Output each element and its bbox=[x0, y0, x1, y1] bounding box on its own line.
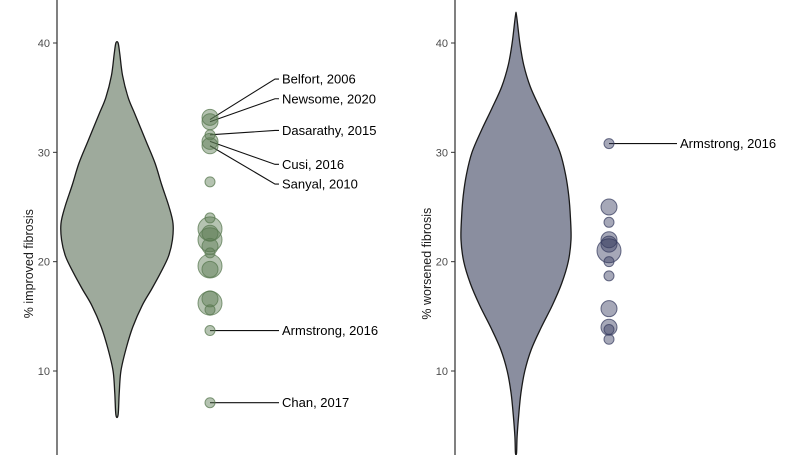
study-point bbox=[600, 231, 618, 249]
study-point bbox=[204, 397, 216, 409]
study-label: Newsome, 2020 bbox=[282, 91, 376, 106]
y-tick-label: 20 bbox=[436, 257, 448, 269]
study-point bbox=[201, 132, 219, 150]
study-point bbox=[204, 176, 216, 188]
y-tick-label: 30 bbox=[436, 147, 448, 159]
study-point bbox=[201, 137, 219, 155]
right-panel: 10 20 30 40 % worsened fibrosis Armstrong, 20… bbox=[420, 0, 776, 455]
study-point bbox=[603, 323, 615, 335]
study-point bbox=[603, 138, 615, 150]
y-axis-label: % improved fibrosis bbox=[22, 209, 36, 318]
violin-shape bbox=[60, 41, 174, 419]
study-point bbox=[600, 318, 618, 336]
study-point bbox=[603, 270, 615, 282]
study-label: Armstrong, 2016 bbox=[680, 136, 776, 151]
study-point bbox=[201, 224, 219, 242]
y-tick-label: 10 bbox=[38, 366, 50, 378]
study-point bbox=[600, 300, 618, 318]
study-point bbox=[197, 253, 223, 279]
study-point bbox=[603, 256, 615, 268]
annotation-leader-line bbox=[209, 78, 279, 121]
study-point bbox=[201, 113, 219, 131]
y-tick-label: 40 bbox=[38, 38, 50, 50]
annotation-leader-line bbox=[209, 145, 279, 185]
study-point bbox=[197, 227, 223, 253]
study-label: Sanyal, 2010 bbox=[282, 177, 358, 192]
study-label: Dasarathy, 2015 bbox=[282, 123, 376, 138]
study-point bbox=[600, 198, 618, 216]
study-point bbox=[603, 333, 615, 345]
left-panel: 10 20 30 40 % improved fibrosis Belfort, 2006… bbox=[22, 0, 378, 455]
study-point bbox=[603, 216, 615, 228]
study-point bbox=[600, 235, 618, 253]
study-label: Belfort, 2006 bbox=[282, 72, 356, 87]
study-point bbox=[204, 247, 216, 259]
study-point bbox=[201, 108, 219, 126]
y-axis-label: % worsened fibrosis bbox=[420, 208, 434, 320]
study-label: Armstrong, 2016 bbox=[282, 323, 378, 338]
study-label: Chan, 2017 bbox=[282, 395, 349, 410]
annotation-leader-line bbox=[209, 129, 279, 136]
violin-shape bbox=[460, 11, 572, 455]
annotation-leader-line bbox=[209, 140, 279, 165]
study-point bbox=[204, 304, 216, 316]
y-tick-label: 10 bbox=[436, 366, 448, 378]
study-point bbox=[201, 260, 219, 278]
study-point bbox=[204, 325, 216, 337]
y-tick-label: 40 bbox=[436, 38, 448, 50]
y-tick-label: 30 bbox=[38, 147, 50, 159]
annotation-leader-line bbox=[209, 98, 279, 123]
study-label: Cusi, 2016 bbox=[282, 157, 344, 172]
y-tick-label: 20 bbox=[38, 257, 50, 269]
study-point bbox=[596, 238, 622, 264]
